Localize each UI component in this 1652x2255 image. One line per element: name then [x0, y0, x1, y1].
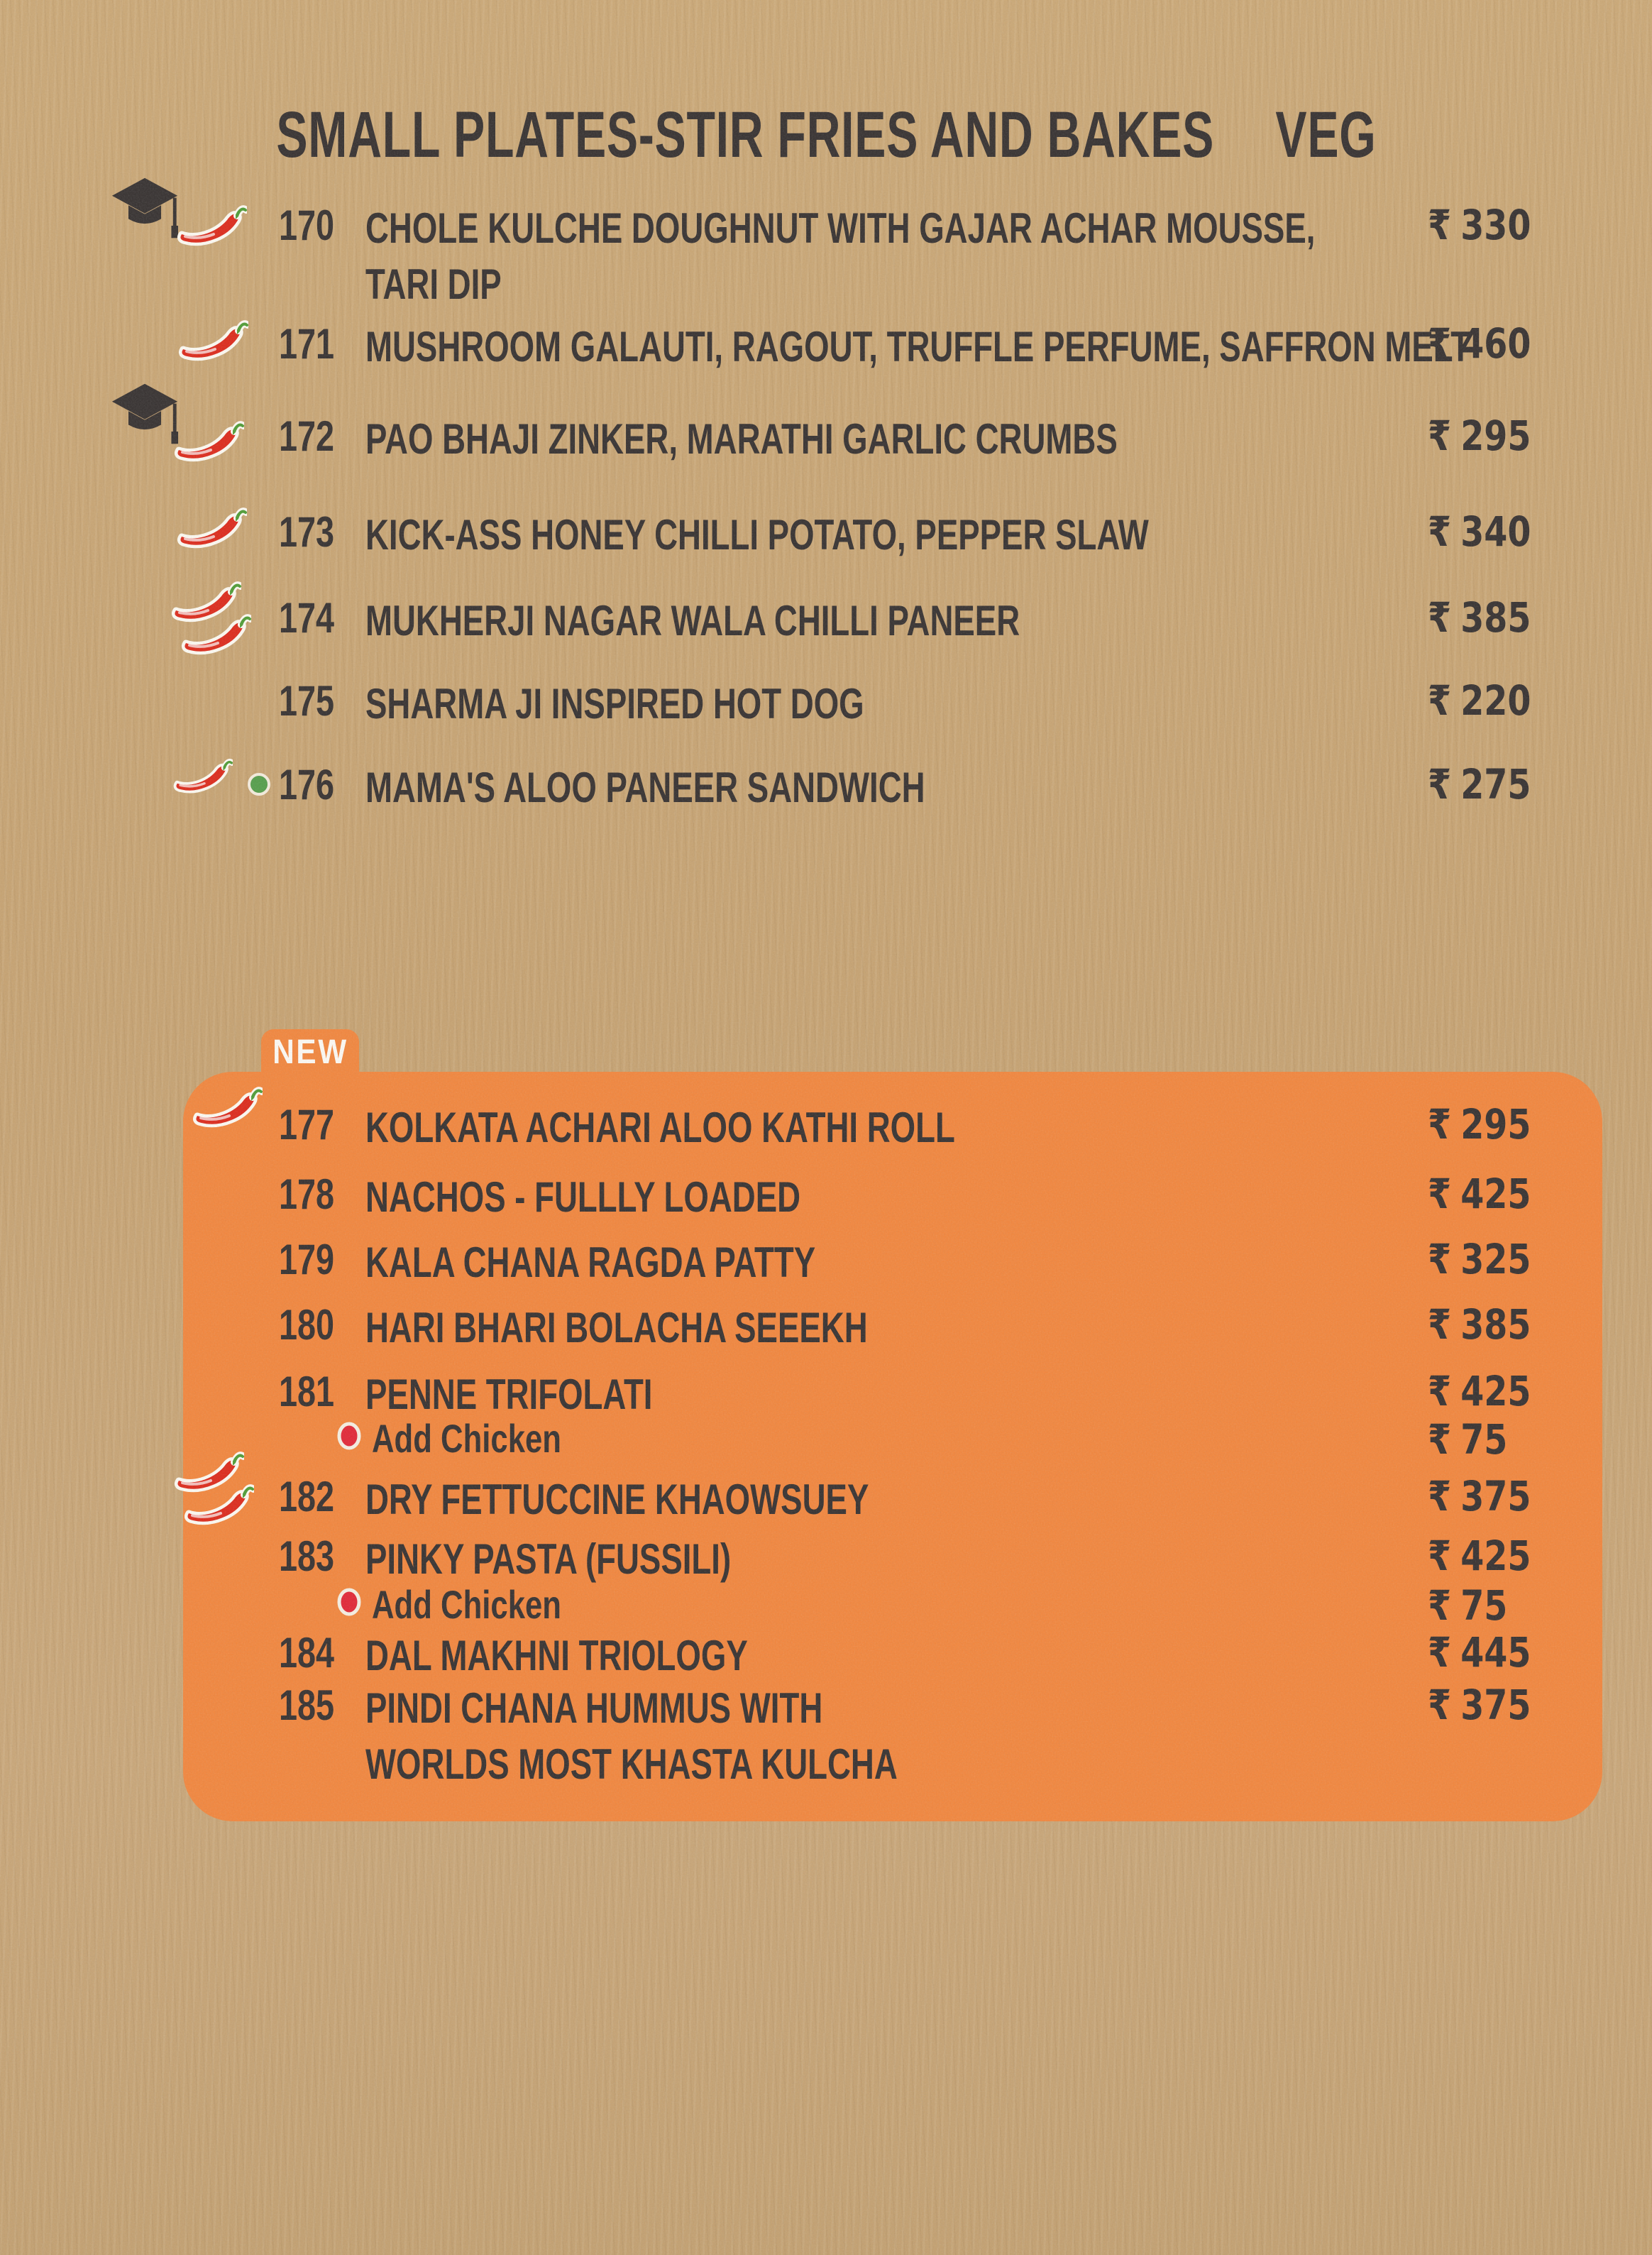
item-price: ₹460 — [1428, 319, 1531, 368]
item-price: ₹295 — [1428, 412, 1531, 460]
graduation-cap-icon — [111, 176, 179, 245]
veg-tag: VEG — [1274, 99, 1377, 171]
chilli-icon — [172, 758, 236, 800]
rupee-symbol: ₹ — [1428, 1100, 1452, 1148]
item-price: ₹340 — [1428, 507, 1531, 556]
new-badge-label: NEW — [272, 1033, 348, 1071]
item-price: ₹385 — [1428, 593, 1531, 642]
price-value: 375 — [1460, 1681, 1531, 1729]
rupee-symbol: ₹ — [1428, 1367, 1452, 1415]
item-price: ₹385 — [1428, 1300, 1531, 1349]
page-title: SMALL PLATES-STIR FRIES AND BAKES VEG — [0, 98, 1652, 172]
item-price: ₹75 — [1428, 1415, 1507, 1464]
chilli-icon — [176, 204, 250, 253]
rupee-symbol: ₹ — [1428, 1300, 1452, 1349]
rupee-symbol: ₹ — [1428, 507, 1452, 556]
chilli-icon — [192, 1086, 265, 1135]
item-price: ₹75 — [1428, 1581, 1507, 1630]
item-number: 182 — [279, 1473, 335, 1520]
price-value: 445 — [1460, 1628, 1531, 1677]
rupee-symbol: ₹ — [1428, 201, 1452, 249]
item-number: 172 — [279, 412, 335, 460]
addon-dot-icon — [335, 1586, 363, 1622]
item-price: ₹425 — [1428, 1367, 1531, 1415]
item-number: 177 — [279, 1101, 335, 1148]
price-value: 75 — [1460, 1581, 1508, 1630]
rupee-symbol: ₹ — [1428, 1170, 1452, 1218]
item-number: 183 — [279, 1532, 335, 1580]
rupee-symbol: ₹ — [1428, 1415, 1452, 1464]
item-price: ₹330 — [1428, 201, 1531, 249]
rupee-symbol: ₹ — [1428, 319, 1452, 368]
item-number: 173 — [279, 508, 335, 556]
price-value: 325 — [1460, 1235, 1531, 1283]
item-price: ₹425 — [1428, 1532, 1531, 1580]
item-price: ₹295 — [1428, 1100, 1531, 1148]
chilli-icon — [177, 319, 251, 368]
item-number: 181 — [279, 1368, 335, 1415]
price-value: 460 — [1460, 319, 1531, 368]
price-value: 295 — [1460, 1100, 1531, 1148]
rupee-symbol: ₹ — [1428, 676, 1452, 725]
price-value: 275 — [1460, 760, 1531, 808]
price-value: 375 — [1460, 1472, 1531, 1520]
item-number: 176 — [279, 761, 335, 808]
new-badge: NEW — [261, 1029, 359, 1075]
rupee-symbol: ₹ — [1428, 760, 1452, 808]
chilli-icon — [173, 420, 247, 469]
graduation-cap-icon — [111, 382, 179, 451]
price-value: 385 — [1460, 593, 1531, 642]
addon-label: Add Chicken — [372, 1582, 561, 1627]
item-number: 174 — [279, 594, 335, 642]
item-price: ₹220 — [1428, 676, 1531, 725]
item-number: 178 — [279, 1170, 335, 1218]
item-price: ₹275 — [1428, 760, 1531, 808]
addon-dot-icon — [335, 1420, 363, 1456]
price-value: 330 — [1460, 201, 1531, 249]
rupee-symbol: ₹ — [1428, 412, 1452, 460]
chilli-icon — [176, 507, 250, 556]
item-number: 184 — [279, 1629, 335, 1677]
price-value: 295 — [1460, 412, 1531, 460]
rupee-symbol: ₹ — [1428, 1532, 1452, 1580]
item-number: 170 — [279, 202, 335, 249]
item-number: 180 — [279, 1301, 335, 1349]
rupee-symbol: ₹ — [1428, 1681, 1452, 1729]
rupee-symbol: ₹ — [1428, 1581, 1452, 1630]
price-value: 425 — [1460, 1532, 1531, 1580]
price-value: 385 — [1460, 1300, 1531, 1349]
item-number: 179 — [279, 1236, 335, 1283]
item-price: ₹375 — [1428, 1681, 1531, 1729]
veg-dot-icon — [247, 772, 271, 800]
rupee-symbol: ₹ — [1428, 1235, 1452, 1283]
item-number: 175 — [279, 677, 335, 725]
price-value: 75 — [1460, 1415, 1508, 1464]
rupee-symbol: ₹ — [1428, 1472, 1452, 1520]
rupee-symbol: ₹ — [1428, 593, 1452, 642]
chilli-icon — [183, 1483, 257, 1532]
section-title: SMALL PLATES-STIR FRIES AND BAKES — [275, 99, 1214, 171]
price-value: 220 — [1460, 676, 1531, 725]
price-value: 425 — [1460, 1367, 1531, 1415]
price-value: 340 — [1460, 507, 1531, 556]
item-price: ₹325 — [1428, 1235, 1531, 1283]
item-number: 171 — [279, 320, 335, 368]
addon-label: Add Chicken — [372, 1416, 561, 1461]
item-number: 185 — [279, 1681, 335, 1729]
chilli-icon — [180, 613, 254, 662]
rupee-symbol: ₹ — [1428, 1628, 1452, 1677]
price-value: 425 — [1460, 1170, 1531, 1218]
item-price: ₹375 — [1428, 1472, 1531, 1520]
item-price: ₹445 — [1428, 1628, 1531, 1677]
item-price: ₹425 — [1428, 1170, 1531, 1218]
